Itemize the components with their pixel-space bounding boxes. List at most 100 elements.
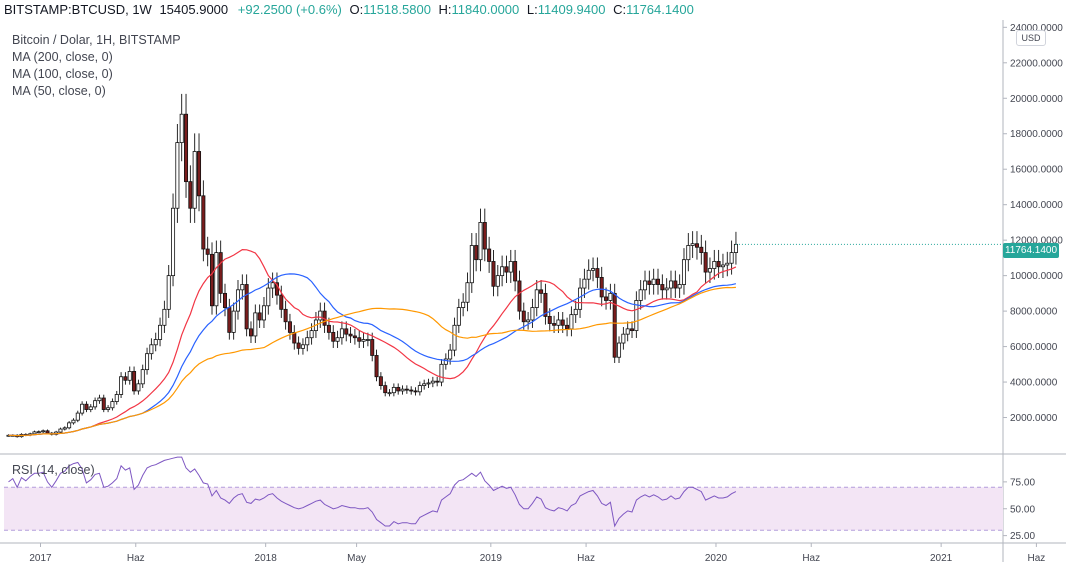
ma50-line xyxy=(8,248,737,437)
candle-up xyxy=(621,333,626,344)
candle-up xyxy=(508,261,513,273)
candle-up xyxy=(681,259,686,285)
candle-down xyxy=(604,296,609,301)
candle-up xyxy=(32,431,37,435)
candle-up xyxy=(586,269,591,280)
close-value: 11764.1400 xyxy=(626,2,694,17)
candle-down xyxy=(703,252,708,273)
candle-down xyxy=(482,222,487,250)
candle-down xyxy=(331,331,336,342)
candle-up xyxy=(422,383,427,387)
candle-up xyxy=(578,287,583,310)
rsi-tick-label: 25.00 xyxy=(1010,531,1035,542)
candle-down xyxy=(435,380,440,383)
candle-down xyxy=(647,280,652,285)
candle-up xyxy=(58,428,63,433)
candle-up xyxy=(97,397,102,402)
candle-down xyxy=(227,307,232,333)
close-label: C: xyxy=(613,2,627,17)
candle-up xyxy=(526,319,531,323)
candle-up xyxy=(192,151,197,209)
candle-up xyxy=(634,300,639,332)
candle-down xyxy=(504,266,509,273)
candle-down xyxy=(396,386,401,392)
y-tick-label: 16000.0000 xyxy=(1010,165,1063,176)
y-tick-label: 24000.0000 xyxy=(1010,23,1063,34)
candle-down xyxy=(344,328,349,335)
symbol-label[interactable]: BITSTAMP:BTCUSD, 1W xyxy=(4,2,152,17)
low-value: 11409.9400 xyxy=(537,2,606,17)
candle-up xyxy=(158,324,163,340)
candle-up xyxy=(712,261,717,269)
x-tick-label: Haz xyxy=(802,553,820,564)
candle-up xyxy=(387,392,392,395)
candle-down xyxy=(487,248,492,262)
candle-down xyxy=(673,280,678,289)
last-price-tag: 11764.1400 xyxy=(1003,243,1059,258)
candle-down xyxy=(287,321,292,333)
y-tick-label: 6000.0000 xyxy=(1010,342,1058,353)
currency-badge[interactable]: USD xyxy=(1016,30,1046,46)
candle-down xyxy=(378,376,383,387)
legend-title[interactable]: Bitcoin / Dolar, 1H, BITSTAMP xyxy=(12,33,181,47)
candle-up xyxy=(391,386,396,394)
candle-down xyxy=(123,376,128,381)
x-tick-label: Haz xyxy=(127,553,145,564)
candle-up xyxy=(720,264,725,268)
candle-up xyxy=(270,282,275,289)
candle-up xyxy=(41,430,46,433)
candle-up xyxy=(439,363,444,383)
candle-down xyxy=(257,312,262,321)
candle-up xyxy=(465,282,470,303)
candle-down xyxy=(560,319,565,326)
y-tick-label: 14000.0000 xyxy=(1010,200,1063,211)
open-label: O: xyxy=(349,2,364,17)
candle-up xyxy=(638,289,643,301)
candle-down xyxy=(132,371,137,392)
candle-down xyxy=(539,289,544,294)
candle-up xyxy=(300,344,305,349)
candle-down xyxy=(716,261,721,268)
legend-ma100[interactable]: MA (100, close, 0) xyxy=(12,67,113,81)
y-tick-label: 10000.0000 xyxy=(1010,271,1063,282)
candle-down xyxy=(326,324,331,333)
candle-up xyxy=(318,310,323,321)
candle-up xyxy=(136,383,141,392)
candle-up xyxy=(162,308,167,326)
x-tick-label: 2017 xyxy=(29,553,52,564)
candle-down xyxy=(283,308,288,323)
candle-up xyxy=(417,385,422,393)
candle-down xyxy=(374,355,379,378)
candle-up xyxy=(140,369,145,385)
candle-down xyxy=(656,278,661,285)
legend-ma200[interactable]: MA (200, close, 0) xyxy=(12,50,113,64)
candle-up xyxy=(153,339,158,346)
rsi-legend[interactable]: RSI (14, close) xyxy=(12,463,95,477)
candle-up xyxy=(127,371,132,381)
candle-down xyxy=(352,335,357,339)
candle-up xyxy=(690,243,695,246)
candle-up xyxy=(106,407,111,410)
candle-up xyxy=(261,305,266,321)
candle-down xyxy=(543,292,548,317)
x-tick-label: Haz xyxy=(1028,553,1046,564)
candle-up xyxy=(461,301,466,308)
candle-up xyxy=(617,342,622,358)
candle-down xyxy=(348,333,353,337)
legend-ma50[interactable]: MA (50, close, 0) xyxy=(12,84,106,98)
candle-up xyxy=(36,431,41,434)
candle-up xyxy=(478,222,483,261)
candle-down xyxy=(565,324,570,330)
candle-up xyxy=(534,289,539,308)
price-change: +92.2500 (+0.6%) xyxy=(237,2,342,17)
candle-up xyxy=(643,280,648,291)
candle-up xyxy=(62,427,67,430)
candle-down xyxy=(517,280,522,312)
candle-down xyxy=(491,261,496,287)
candle-down xyxy=(474,245,479,261)
candle-up xyxy=(707,268,712,273)
candle-up xyxy=(500,266,505,277)
high-label: H: xyxy=(438,2,452,17)
candle-up xyxy=(361,339,366,342)
